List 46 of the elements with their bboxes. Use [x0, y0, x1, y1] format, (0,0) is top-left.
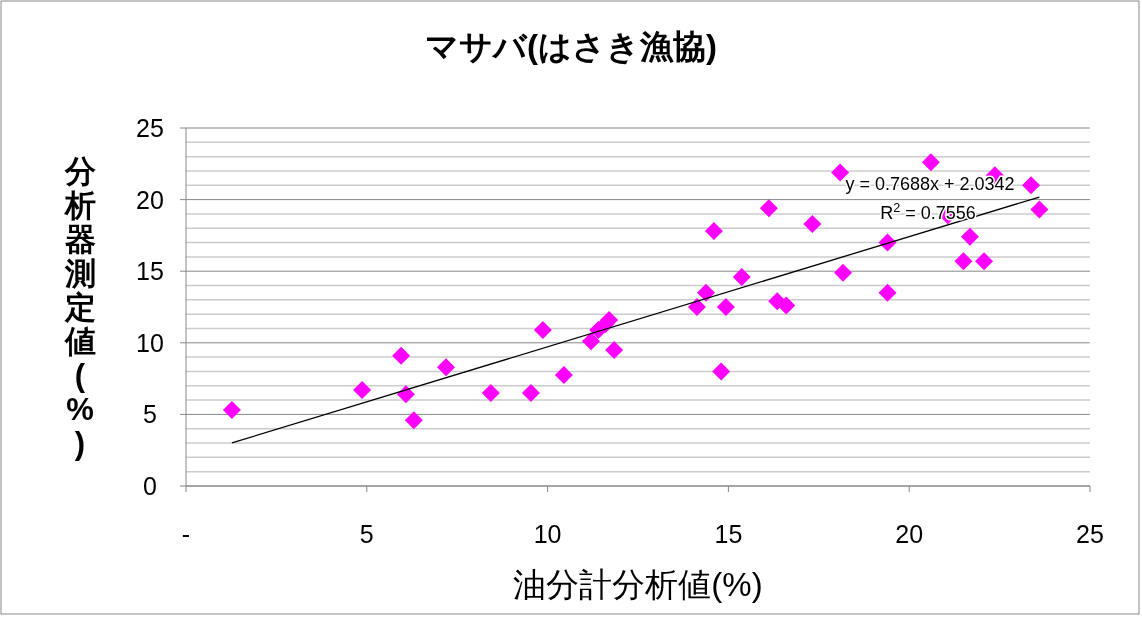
x-tick-label: - — [181, 520, 191, 548]
point — [803, 214, 822, 233]
point — [732, 267, 751, 286]
point — [712, 362, 731, 381]
text: 分析器測定値(%) — [64, 154, 96, 461]
point — [954, 252, 973, 271]
point — [1030, 200, 1049, 219]
chart-title: マサバ(はさき漁協) — [425, 28, 717, 65]
point — [777, 296, 796, 315]
point — [834, 263, 853, 282]
point — [921, 153, 940, 172]
y-tick-label: 20 — [136, 185, 164, 214]
x-axis-title: 油分計分析値(%) — [513, 566, 763, 603]
point — [716, 298, 735, 316]
y-tick-label: 5 — [143, 400, 157, 429]
y-tick-label: 25 — [136, 114, 164, 142]
y-tick-label: 0 — [143, 472, 157, 500]
point — [831, 163, 850, 182]
point — [759, 199, 778, 218]
point — [521, 383, 540, 402]
x-tick-label: 20 — [895, 520, 924, 548]
point — [1022, 176, 1041, 195]
y-tick-label: 10 — [136, 328, 164, 357]
point — [605, 340, 624, 359]
point — [878, 283, 897, 302]
point — [581, 332, 600, 351]
point — [696, 283, 715, 302]
point — [533, 320, 552, 339]
point — [392, 346, 411, 365]
x-tick-label: 5 — [359, 520, 374, 548]
point — [554, 366, 573, 385]
point — [396, 385, 415, 404]
x-tick-label: 15 — [714, 520, 743, 548]
point — [960, 227, 979, 246]
point — [704, 222, 723, 241]
point — [436, 358, 455, 377]
point — [404, 411, 423, 430]
annotation: y = 0.7688x + 2.0342 — [845, 174, 1015, 194]
point — [481, 383, 500, 402]
point — [222, 401, 241, 420]
y-tick-label: 15 — [136, 257, 164, 286]
x-tick-label: 10 — [533, 520, 562, 548]
point — [353, 381, 372, 400]
x-tick-label: 25 — [1076, 520, 1104, 548]
point — [975, 252, 994, 271]
point — [687, 298, 706, 316]
